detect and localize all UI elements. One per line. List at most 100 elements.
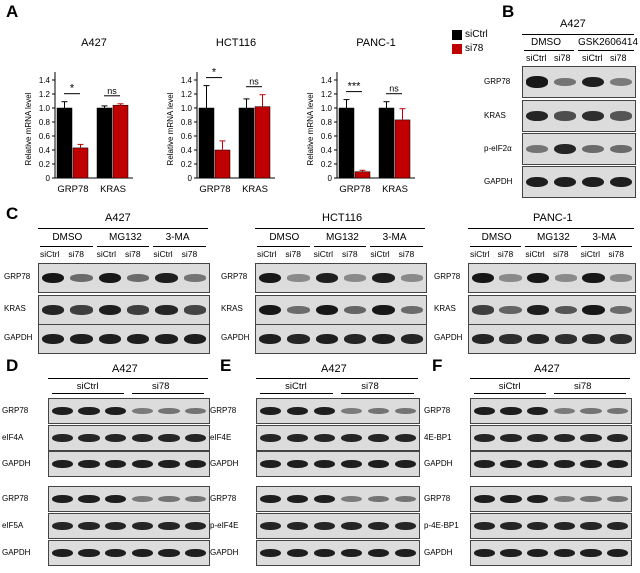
band [259, 548, 282, 558]
band [580, 407, 602, 415]
band [527, 459, 549, 469]
cell-line-label: A427 [321, 363, 347, 375]
blot-E-bottom-GRP78 [256, 486, 420, 512]
blot-row-label: p-eIF2α [484, 144, 512, 153]
band [315, 333, 339, 345]
band [499, 274, 522, 282]
band [78, 494, 100, 504]
band [527, 548, 549, 558]
bar-si78 [254, 106, 271, 179]
significance-label: ns [389, 84, 399, 94]
x-tick-label: GRP78 [199, 184, 230, 195]
cell-line-label: HCT116 [322, 212, 363, 224]
significance-label: * [70, 83, 75, 95]
chart-title: A427 [81, 37, 107, 49]
band [609, 77, 633, 87]
group-underline [96, 246, 150, 247]
band [105, 521, 127, 531]
band [607, 407, 629, 415]
band [580, 433, 602, 443]
band [51, 433, 73, 443]
band [609, 144, 633, 154]
band [51, 548, 73, 558]
bar-siCtrl [56, 107, 73, 179]
band [367, 459, 390, 469]
group-underline [256, 378, 418, 379]
band [500, 494, 522, 504]
x-tick-label: KRAS [100, 184, 126, 195]
x-tick-label: GRP78 [57, 184, 88, 195]
band [98, 333, 122, 345]
band [500, 548, 522, 558]
band [259, 433, 282, 443]
legend-swatch-si78 [452, 44, 462, 54]
legend-swatch-sictrl [452, 30, 462, 40]
band [525, 76, 549, 88]
y-tick-label: 0.8 [321, 118, 333, 127]
band [343, 333, 367, 344]
band [286, 548, 309, 558]
blot-c-GAPDH [255, 324, 427, 354]
blot-row-label: GRP78 [221, 272, 248, 281]
band [527, 333, 550, 344]
band [473, 433, 495, 443]
band [98, 304, 122, 316]
blot-row-label: GAPDH [2, 459, 31, 468]
band [372, 272, 395, 284]
y-axis-label: Relative mRNA level [166, 92, 175, 165]
band [287, 305, 310, 315]
band [580, 495, 602, 503]
lane-label: siCtrl [580, 249, 601, 259]
band [78, 548, 100, 558]
band [607, 433, 629, 443]
band [126, 333, 150, 345]
blot-E-top-GAPDH [256, 451, 420, 477]
band [78, 459, 100, 469]
group-underline [370, 246, 423, 247]
band [313, 406, 336, 416]
panel-letter-c: C [6, 204, 19, 223]
group-label: siCtrl [76, 381, 99, 392]
band [131, 459, 153, 469]
band [372, 304, 395, 316]
chart-title: PANC-1 [356, 37, 396, 49]
band [78, 521, 100, 531]
band [313, 459, 336, 469]
band [525, 110, 549, 122]
band [183, 305, 207, 315]
blot-row-label: GRP78 [2, 494, 29, 503]
band [258, 272, 282, 284]
band [527, 433, 549, 443]
group-label: si78 [574, 381, 592, 392]
blot-b-p-eIF2α [522, 133, 636, 165]
lane-label: si78 [68, 249, 84, 259]
blot-row-label: GRP78 [2, 406, 29, 415]
band [610, 334, 633, 344]
band [500, 521, 522, 531]
blot-F-top-4E-BP1 [470, 425, 632, 451]
blot-c-GAPDH [38, 324, 210, 354]
band [185, 495, 207, 503]
band [554, 334, 577, 344]
band [185, 433, 207, 443]
band [286, 406, 309, 416]
band [525, 144, 549, 154]
blot-E-bottom-GAPDH [256, 540, 420, 566]
y-tick-label: 0.2 [321, 160, 333, 169]
band [340, 433, 363, 443]
band [500, 433, 522, 443]
band [155, 304, 178, 315]
y-tick-label: 0.6 [321, 132, 333, 141]
bar-siCtrl [378, 107, 395, 179]
band [610, 305, 633, 315]
y-tick-label: 0.6 [39, 132, 51, 141]
blot-row-label: eIF4E [210, 433, 232, 442]
blot-c-GAPDH [468, 324, 636, 354]
group-label: si78 [361, 381, 379, 392]
group-underline [578, 50, 634, 51]
band [287, 333, 310, 344]
band [155, 272, 178, 284]
lane-label: siCtrl [96, 249, 117, 259]
band [259, 521, 282, 531]
lane-label: si78 [342, 249, 358, 259]
